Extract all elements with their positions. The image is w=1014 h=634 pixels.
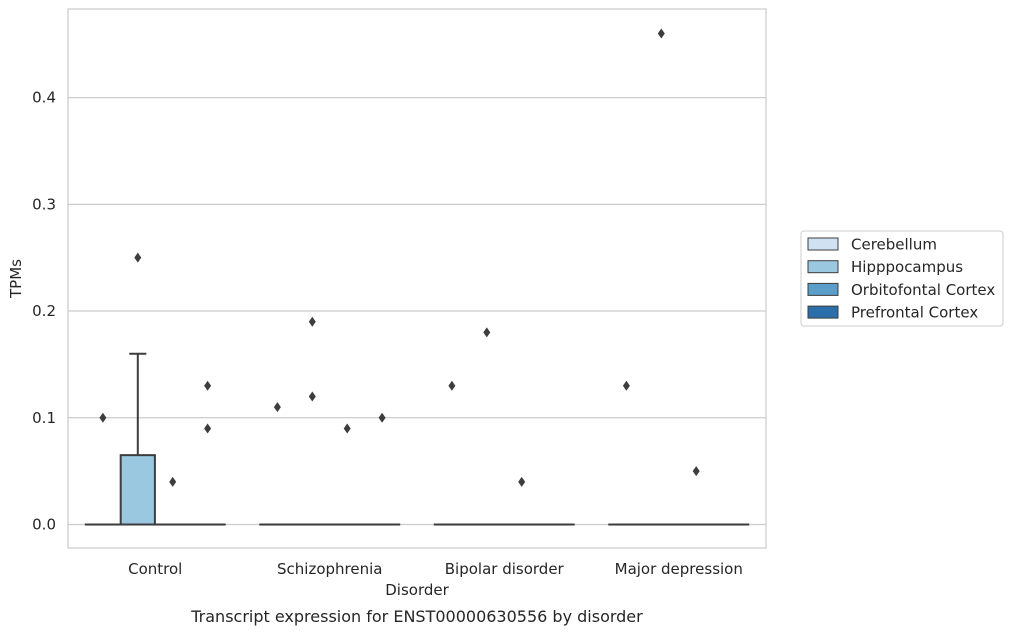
y-axis-ticks: 0.0 0.1 0.2 0.3 0.4 — [32, 89, 56, 534]
outlier-point — [378, 412, 386, 423]
box — [119, 454, 156, 526]
y-tick-label: 0.1 — [32, 409, 56, 427]
y-tick-label: 0.0 — [32, 516, 56, 534]
x-tick-label: Major depression — [615, 560, 743, 578]
outlier-point — [518, 476, 526, 487]
legend-label: Hipppocampus — [851, 258, 963, 276]
legend-label: Cerebellum — [851, 236, 937, 254]
outlier-point — [343, 423, 351, 434]
outlier-point — [204, 380, 212, 391]
chart-caption: Transcript expression for ENST0000063055… — [190, 607, 643, 626]
outlier-point — [99, 412, 107, 423]
outlier-point — [483, 327, 491, 338]
outlier-point — [622, 380, 630, 391]
outlier-point — [657, 28, 665, 39]
y-axis-label: TPMs — [7, 259, 25, 299]
y-tick-label: 0.4 — [32, 89, 56, 107]
x-tick-label: Schizophrenia — [277, 560, 382, 578]
y-tick-label: 0.3 — [32, 195, 56, 213]
x-tick-label: Bipolar disorder — [445, 560, 565, 578]
outlier-point — [448, 380, 456, 391]
outlier-point — [134, 252, 142, 263]
x-axis-ticks: Control Schizophrenia Bipolar disorder Majo… — [128, 560, 743, 578]
legend-swatch — [807, 237, 839, 251]
x-tick-label: Control — [128, 560, 182, 578]
outlier-point — [692, 466, 700, 477]
gridlines — [68, 96, 766, 526]
plot-area-frame — [67, 8, 767, 549]
outlier-point — [308, 391, 316, 402]
legend: Cerebellum Hipppocampus Orbitofontal Corte… — [800, 230, 1004, 327]
outlier-point — [273, 402, 281, 413]
outlier-point — [169, 476, 177, 487]
legend-label: Orbitofontal Cortex — [851, 281, 995, 299]
legend-swatch — [807, 260, 839, 274]
plot-marks — [84, 28, 750, 526]
x-axis-label: Disorder — [385, 581, 449, 599]
legend-swatch — [807, 305, 839, 319]
legend-swatch — [807, 282, 839, 296]
y-tick-label: 0.2 — [32, 302, 56, 320]
outlier-point — [204, 423, 212, 434]
outlier-point — [308, 316, 316, 327]
legend-label: Prefrontal Cortex — [851, 304, 978, 322]
legend-frame — [800, 230, 1004, 327]
